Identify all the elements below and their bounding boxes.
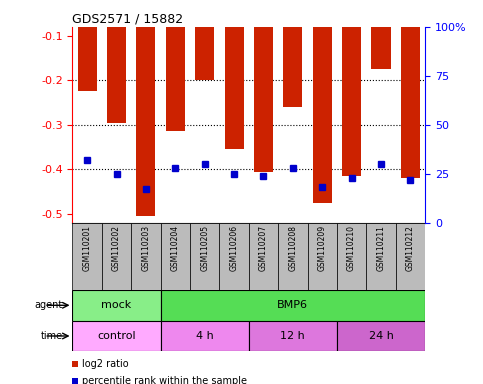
Text: GSM110211: GSM110211 bbox=[376, 225, 385, 271]
Bar bbox=[136, 0, 156, 216]
Text: GSM110204: GSM110204 bbox=[171, 225, 180, 271]
Text: GSM110202: GSM110202 bbox=[112, 225, 121, 271]
Bar bbox=[371, 0, 391, 69]
Text: GSM110201: GSM110201 bbox=[83, 225, 92, 271]
Bar bbox=[160, 223, 190, 290]
Bar bbox=[401, 0, 420, 178]
Bar bbox=[72, 321, 161, 351]
Text: 4 h: 4 h bbox=[196, 331, 213, 341]
Text: control: control bbox=[97, 331, 136, 341]
Bar bbox=[278, 223, 308, 290]
Bar bbox=[131, 223, 160, 290]
Bar bbox=[254, 0, 273, 172]
Text: GSM110208: GSM110208 bbox=[288, 225, 298, 271]
Bar bbox=[161, 321, 249, 351]
Text: GSM110203: GSM110203 bbox=[142, 225, 150, 271]
Bar bbox=[337, 321, 425, 351]
Bar bbox=[102, 223, 131, 290]
Text: GSM110206: GSM110206 bbox=[229, 225, 239, 271]
Bar bbox=[366, 223, 396, 290]
Bar bbox=[190, 223, 219, 290]
Bar bbox=[337, 223, 366, 290]
Bar bbox=[219, 223, 249, 290]
Bar bbox=[342, 0, 361, 176]
Bar bbox=[72, 290, 161, 321]
Text: GSM110205: GSM110205 bbox=[200, 225, 209, 271]
Text: time: time bbox=[41, 331, 63, 341]
Bar bbox=[78, 0, 97, 91]
Text: mock: mock bbox=[101, 300, 132, 310]
Bar bbox=[195, 0, 214, 80]
Text: GSM110209: GSM110209 bbox=[318, 225, 327, 271]
Bar bbox=[166, 0, 185, 131]
Bar bbox=[107, 0, 126, 122]
Text: 24 h: 24 h bbox=[369, 331, 394, 341]
Bar bbox=[396, 223, 425, 290]
Bar bbox=[161, 290, 425, 321]
Text: 12 h: 12 h bbox=[281, 331, 305, 341]
Bar bbox=[308, 223, 337, 290]
Bar bbox=[313, 0, 332, 203]
Bar bbox=[249, 321, 337, 351]
Text: GSM110212: GSM110212 bbox=[406, 225, 415, 271]
Text: GDS2571 / 15882: GDS2571 / 15882 bbox=[72, 13, 184, 26]
Text: percentile rank within the sample: percentile rank within the sample bbox=[82, 376, 247, 384]
Text: GSM110210: GSM110210 bbox=[347, 225, 356, 271]
Bar bbox=[249, 223, 278, 290]
Text: BMP6: BMP6 bbox=[277, 300, 308, 310]
Bar bbox=[225, 0, 243, 149]
Bar bbox=[283, 0, 302, 107]
Bar bbox=[72, 223, 102, 290]
Text: agent: agent bbox=[35, 300, 63, 310]
Text: log2 ratio: log2 ratio bbox=[82, 359, 129, 369]
Text: GSM110207: GSM110207 bbox=[259, 225, 268, 271]
